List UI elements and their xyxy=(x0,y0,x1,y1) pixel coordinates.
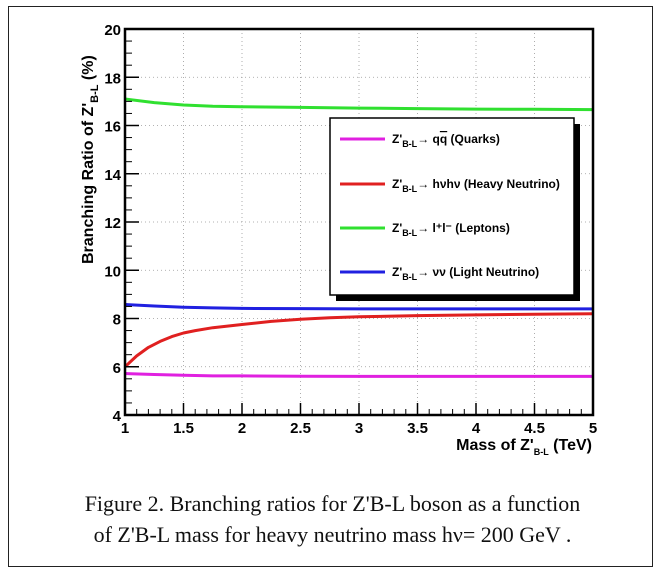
x-tick-label: 4.5 xyxy=(524,420,545,437)
x-tick-label: 1 xyxy=(121,420,129,437)
x-tick-label: 3 xyxy=(355,420,363,437)
series-line-leptons xyxy=(124,97,594,112)
y-tick-label: 16 xyxy=(104,119,121,136)
y-tick-label: 14 xyxy=(104,167,121,184)
caption-line-1: Figure 2. Branching ratios for Z'B-L bos… xyxy=(84,491,581,516)
series-curves xyxy=(123,97,594,378)
y-tick-label: 20 xyxy=(104,22,121,39)
x-tick-label: 2.5 xyxy=(290,420,311,437)
x-axis-label-unit: (TeV) xyxy=(549,437,592,454)
figure-caption: Figure 2. Branching ratios for Z'B-L bos… xyxy=(20,488,645,550)
legend: Z'B-L→ qq (Quarks) Z'B-L→ hνhν (Heavy Ne… xyxy=(329,117,580,301)
x-tick-label: 5 xyxy=(589,420,597,437)
figure-frame xyxy=(8,6,653,567)
y-tick-label: 6 xyxy=(113,360,121,377)
x-tick-label: 1.5 xyxy=(173,420,194,437)
series-line-heavy-neutrino xyxy=(123,312,594,368)
caption-line-2: of Z'B-L mass for heavy neutrino mass hν… xyxy=(93,522,572,547)
series-line-quarks xyxy=(124,372,593,378)
legend-entry-light-neutrino: Z'B-L→ νν (Light Neutrino) xyxy=(392,265,539,282)
y-axis-label: Branching Ratio of Z'B-L (%) xyxy=(80,55,101,264)
branching-ratio-chart: 1 1.5 2 2.5 3 3.5 4 4.5 5 4 6 8 10 12 14 16 18 20 Mass of… xyxy=(80,22,597,457)
y-tick-label: 12 xyxy=(104,215,121,232)
y-axis-label-main: Branching Ratio of Z' xyxy=(80,103,97,264)
series-line-light-neutrino xyxy=(124,303,593,311)
legend-entry-quarks: Z'B-L→ qq (Quarks) xyxy=(392,132,500,149)
legend-entry-heavy-neutrino: Z'B-L→ hνhν (Heavy Neutrino) xyxy=(392,177,560,194)
x-axis-label-sub: B-L xyxy=(534,447,549,457)
legend-entry-leptons: Z'B-L→ l⁺l⁻ (Leptons) xyxy=(392,221,510,238)
tick-labels: 1 1.5 2 2.5 3 3.5 4 4.5 5 4 6 8 10 12 14 16 18 20 xyxy=(104,22,597,437)
x-tick-label: 2 xyxy=(238,420,246,437)
y-axis-label-sub: B-L xyxy=(89,84,101,103)
legend-box xyxy=(329,117,575,296)
y-tick-label: 8 xyxy=(113,312,121,329)
y-tick-label: 18 xyxy=(104,70,121,87)
axis-ticks xyxy=(124,28,594,416)
x-tick-label: 4 xyxy=(472,420,481,437)
x-axis-label-main: Mass of Z' xyxy=(456,437,534,454)
x-axis-label: Mass of Z'B-L (TeV) xyxy=(456,437,592,457)
x-tick-label: 3.5 xyxy=(407,420,428,437)
y-axis-label-unit: (%) xyxy=(80,55,97,84)
y-tick-label: 4 xyxy=(113,408,122,425)
y-tick-label: 10 xyxy=(104,263,121,280)
